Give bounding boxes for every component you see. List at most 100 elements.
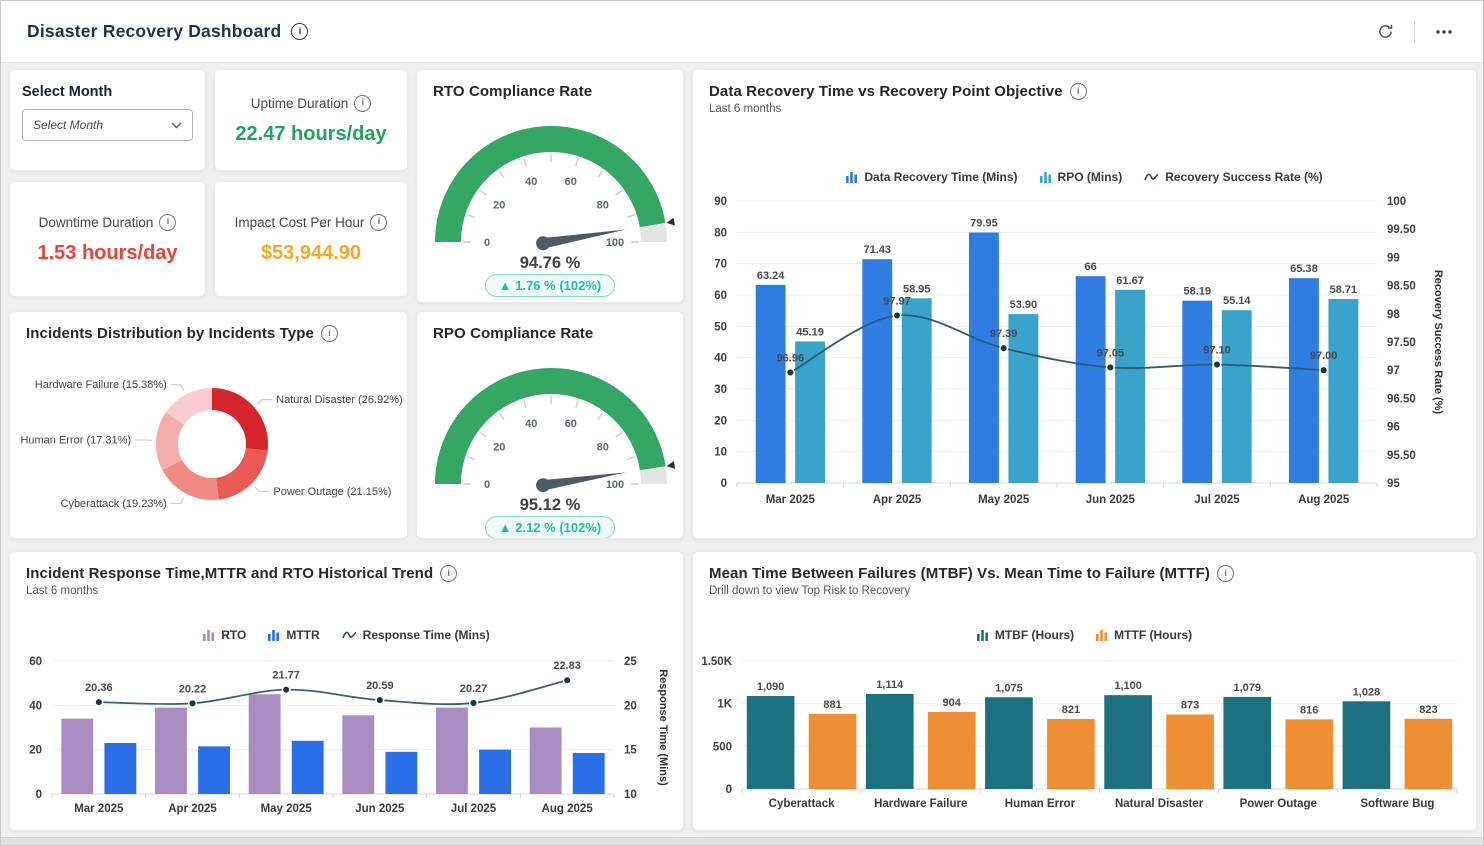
bar-MTTF (Hours)[interactable] — [927, 711, 976, 789]
x-axis-label: Apr 2025 — [168, 803, 217, 815]
line-point[interactable] — [999, 343, 1009, 353]
line-point[interactable] — [375, 695, 385, 705]
more-button[interactable] — [1431, 25, 1457, 39]
chart-subtitle: Drill down to view Top Risk to Recovery — [709, 585, 911, 597]
bar-Data Recovery Time (Mins)[interactable] — [1075, 276, 1106, 483]
bar-MTBF (Hours)[interactable] — [985, 697, 1033, 789]
pie-slice-label: Human Error (17.31%) — [20, 434, 131, 446]
bar-value-label: 873 — [1181, 700, 1199, 712]
right-axis-tick-label: 95 — [1387, 478, 1400, 490]
bar-MTTR[interactable] — [104, 743, 137, 794]
bar-MTTF (Hours)[interactable] — [808, 713, 857, 789]
info-icon[interactable]: i — [159, 213, 177, 231]
legend-item[interactable]: RTO — [203, 628, 246, 642]
delta-badge: ▲ 1.76 % (102%) — [484, 274, 616, 297]
gauge-tick — [479, 189, 487, 196]
legend-item[interactable]: Recovery Success Rate (%) — [1144, 170, 1323, 184]
bar-Data Recovery Time (Mins)[interactable] — [1182, 300, 1213, 483]
bar-MTTR[interactable] — [572, 752, 605, 794]
chart-svg: 0 20 40 60 10 15 20 25 Response Time (Mins) Mar 2… — [29, 656, 669, 815]
pie-slice-natural-disaster[interactable] — [212, 388, 268, 451]
card-impact-cost: Impact Cost Per Hour i $53,944.90 — [214, 181, 408, 297]
legend-item[interactable]: MTTR — [268, 628, 320, 642]
scrollbar-track[interactable] — [1, 837, 1483, 845]
bar-series-icon — [1096, 630, 1108, 641]
bar-MTTR[interactable] — [291, 740, 324, 794]
info-icon[interactable]: i — [1069, 83, 1087, 100]
line-point[interactable] — [281, 685, 291, 695]
info-icon[interactable]: i — [1217, 565, 1235, 582]
line-point[interactable] — [1212, 360, 1222, 370]
y-axis-tick-label: 1.50K — [701, 656, 732, 668]
bar-Data Recovery Time (Mins)[interactable] — [755, 284, 786, 483]
gauge-tick — [523, 158, 527, 167]
bar-RTO[interactable] — [342, 715, 375, 794]
legend-item[interactable]: RPO (Mins) — [1039, 170, 1122, 184]
x-axis-label: Mar 2025 — [74, 803, 124, 815]
info-icon[interactable]: i — [354, 94, 372, 112]
line-point[interactable] — [785, 367, 795, 378]
bar-RTO[interactable] — [436, 707, 468, 794]
bar-RTO[interactable] — [529, 727, 562, 795]
month-select[interactable]: Select Month — [22, 109, 193, 141]
gauge-needle-hub — [536, 478, 551, 493]
bar-RPO (Mins)[interactable] — [1221, 310, 1252, 483]
bar-Data Recovery Time (Mins)[interactable] — [862, 259, 893, 483]
bar-series-icon — [203, 630, 215, 641]
bar-MTTF (Hours)[interactable] — [1285, 719, 1334, 789]
bar-RPO (Mins)[interactable] — [1115, 289, 1145, 483]
line-point[interactable] — [468, 698, 479, 708]
bar-RPO (Mins)[interactable] — [795, 341, 825, 483]
line-point[interactable] — [1319, 365, 1329, 375]
bar-MTTR[interactable] — [198, 746, 230, 794]
bar-RPO (Mins)[interactable] — [1328, 299, 1359, 483]
page-info-icon[interactable]: i — [291, 23, 309, 40]
pie-slice-power-outage[interactable] — [216, 448, 268, 500]
x-axis-label: Aug 2025 — [1298, 494, 1350, 506]
bar-RPO (Mins)[interactable] — [901, 298, 932, 483]
kpi-title-text: Downtime Duration — [38, 214, 154, 230]
bar-MTTF (Hours)[interactable] — [1166, 714, 1214, 789]
topbar-divider — [1414, 20, 1415, 43]
refresh-button[interactable] — [1373, 19, 1398, 44]
pie-slice-cyberattack[interactable] — [162, 459, 219, 500]
bar-MTTF (Hours)[interactable] — [1404, 718, 1453, 789]
line-point[interactable] — [94, 697, 104, 707]
pie-slice-human-error[interactable] — [156, 412, 185, 471]
bar-MTTR[interactable] — [385, 751, 418, 794]
line-point[interactable] — [892, 310, 902, 321]
legend-item[interactable]: MTTF (Hours) — [1096, 628, 1192, 642]
bar-MTBF (Hours)[interactable] — [1223, 696, 1272, 789]
bar-value-label: 1,075 — [995, 682, 1023, 694]
bar-RPO (Mins)[interactable] — [1008, 314, 1039, 483]
bar-RTO[interactable] — [155, 707, 187, 794]
legend-item[interactable]: MTBF (Hours) — [976, 628, 1074, 642]
bar-RTO[interactable] — [248, 694, 281, 794]
line-point[interactable] — [187, 698, 198, 708]
info-icon[interactable]: i — [440, 565, 458, 582]
gauge-tick — [479, 431, 487, 438]
gauge-arc-filled — [435, 126, 666, 243]
bar-RTO[interactable] — [61, 718, 94, 794]
info-icon[interactable]: i — [320, 325, 338, 342]
gauge-tick — [615, 189, 623, 196]
bar-MTBF (Hours)[interactable] — [1104, 695, 1152, 789]
bar-MTTR[interactable] — [479, 749, 511, 794]
legend-label: RTO — [221, 628, 247, 642]
bar-value-label: 1,090 — [757, 681, 785, 693]
bar-MTBF (Hours)[interactable] — [865, 693, 914, 789]
bar-MTBF (Hours)[interactable] — [746, 695, 795, 789]
line-point[interactable] — [562, 675, 572, 685]
right-axis-tick-label: 100 — [1387, 196, 1406, 208]
info-icon[interactable]: i — [370, 213, 388, 231]
bar-Data Recovery Time (Mins)[interactable] — [969, 232, 999, 483]
bar-MTTF (Hours)[interactable] — [1047, 718, 1095, 789]
line-point[interactable] — [1105, 362, 1115, 372]
legend-item[interactable]: Data Recovery Time (Mins) — [846, 170, 1018, 184]
bar-Data Recovery Time (Mins)[interactable] — [1289, 278, 1319, 483]
bar-MTBF (Hours)[interactable] — [1342, 701, 1391, 789]
pie-slice-hardware-failure[interactable] — [165, 388, 212, 425]
point-value-label: 22.83 — [553, 660, 581, 672]
gauge-tick — [626, 214, 635, 218]
legend-item[interactable]: Response Time (Mins) — [341, 628, 490, 642]
